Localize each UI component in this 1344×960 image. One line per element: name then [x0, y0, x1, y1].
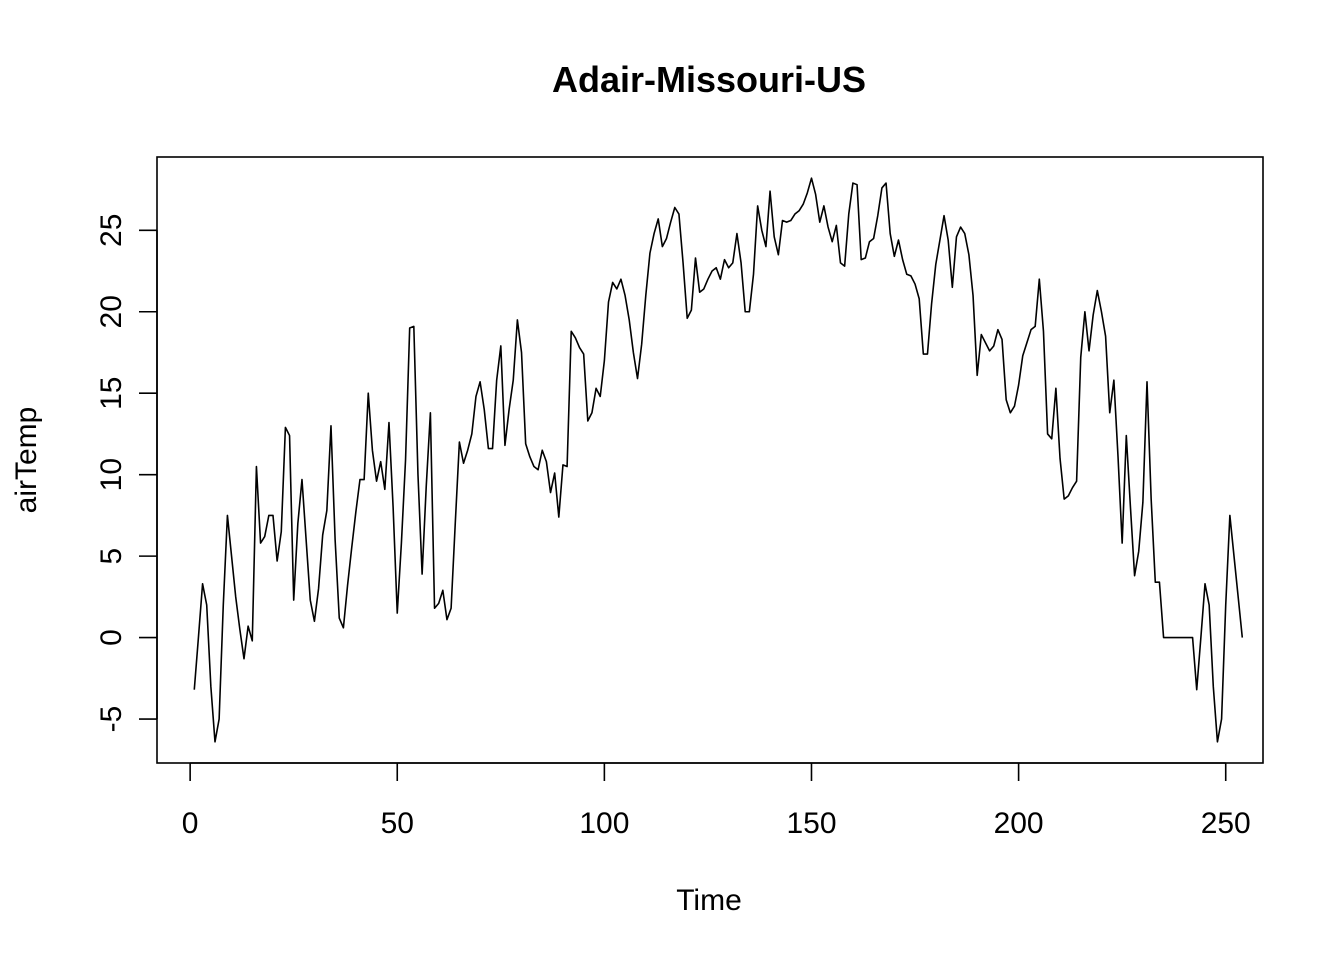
x-tick-label: 250 — [1201, 807, 1251, 840]
x-tick-label: 50 — [381, 807, 414, 840]
x-tick-label: 100 — [579, 807, 629, 840]
y-tick-label: 25 — [95, 214, 128, 247]
x-axis: 0 50 100 150 200 250 — [182, 762, 1251, 840]
x-axis-label: Time — [676, 884, 742, 917]
y-tick-label: 0 — [95, 629, 128, 646]
y-tick-label: 15 — [95, 377, 128, 410]
x-tick-label: 200 — [994, 807, 1044, 840]
x-tick-label: 0 — [182, 807, 199, 840]
x-tick-label: 150 — [786, 807, 836, 840]
chart-title: Adair-Missouri-US — [552, 59, 866, 100]
y-tick-label: 5 — [95, 548, 128, 565]
y-axis-label: airTemp — [10, 407, 43, 514]
plot-box — [156, 156, 1264, 764]
y-tick-label: 10 — [95, 458, 128, 491]
y-tick-label: 20 — [95, 295, 128, 328]
series-line-airtemp — [193, 177, 1244, 743]
y-tick-label: -5 — [95, 706, 128, 733]
y-axis: -5 0 5 10 15 20 25 — [95, 214, 158, 733]
